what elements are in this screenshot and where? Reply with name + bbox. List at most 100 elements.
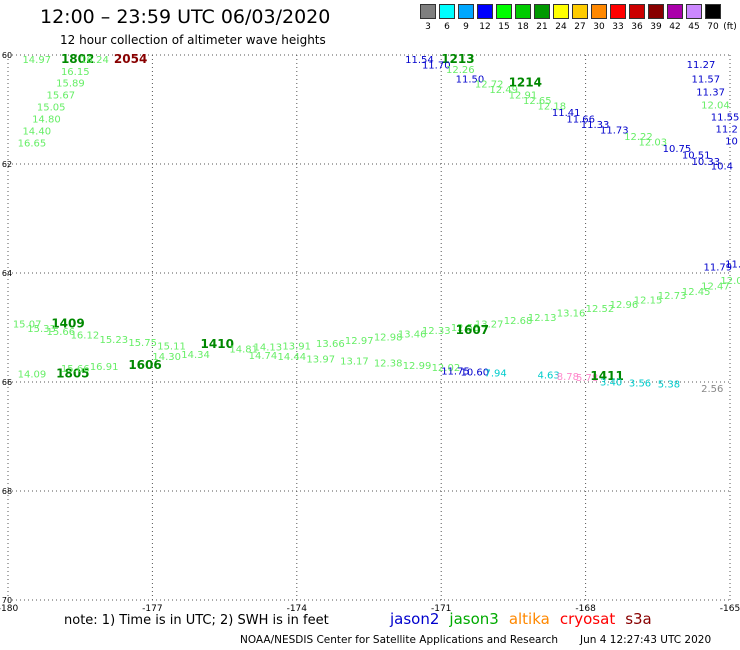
wave-label-33: 11.57 xyxy=(691,74,720,85)
wave-label-47: 15.75 xyxy=(128,338,157,349)
map-grid xyxy=(7,54,731,601)
wave-label-23: 11.66 xyxy=(566,115,595,126)
wave-label-12: 1213 xyxy=(441,52,474,66)
scale-swatch-6 xyxy=(534,4,550,19)
wave-label-77: 14.34 xyxy=(181,350,210,361)
satellite-jason3: jason3 xyxy=(449,610,499,628)
wave-label-39: 11.79 xyxy=(704,262,733,273)
wave-label-51: 14.13 xyxy=(253,342,282,353)
wave-label-90: 5.78 xyxy=(576,373,598,384)
scale-label-7: 24 xyxy=(555,22,567,32)
x-tick-label-0: -180 xyxy=(0,604,18,614)
wave-label-5: 15.89 xyxy=(56,79,85,90)
wave-label-36: 11.55 xyxy=(711,112,740,123)
wave-label-11: 11.54 xyxy=(405,55,434,66)
wave-label-95: 2.56 xyxy=(701,384,723,395)
wave-label-49: 1410 xyxy=(201,337,234,351)
scale-swatch-2 xyxy=(458,4,474,19)
wave-label-7: 15.05 xyxy=(37,103,66,114)
wave-label-87: 7.94 xyxy=(485,369,507,380)
scale-label-3: 12 xyxy=(479,22,491,32)
wave-label-79: 14.44 xyxy=(278,352,307,363)
scale-swatch-10 xyxy=(610,4,626,19)
wave-label-32: 11.27 xyxy=(687,60,716,71)
wave-label-71: 14.09 xyxy=(18,370,47,381)
wave-label-50: 14.81 xyxy=(229,345,258,356)
wave-label-48: 15.11 xyxy=(157,341,186,352)
wave-label-31: 10.4 xyxy=(711,161,733,172)
wave-label-35: 12.04 xyxy=(701,100,730,111)
wave-label-94: 5.38 xyxy=(658,379,680,390)
wave-label-85: 11.75 xyxy=(441,366,470,377)
scale-label-10: 33 xyxy=(612,22,624,32)
satellite-altika: altika xyxy=(508,610,550,628)
wave-label-42: 1409 xyxy=(51,317,84,331)
wave-label-37: 11.2 xyxy=(716,124,738,135)
scale-label-11: 36 xyxy=(631,22,643,32)
wave-label-66: 12.15 xyxy=(634,296,663,307)
scale-swatch-1 xyxy=(439,4,455,19)
y-tick-label-2: 64 xyxy=(2,269,12,278)
wave-label-78: 14.74 xyxy=(249,351,278,362)
wave-label-65: 12.96 xyxy=(610,300,639,311)
x-tick-label-2: -174 xyxy=(287,604,308,614)
wave-label-54: 12.97 xyxy=(345,336,374,347)
wave-label-82: 12.38 xyxy=(374,359,403,370)
wave-label-8: 14.80 xyxy=(32,115,61,126)
wave-label-16: 12.72 xyxy=(475,80,504,91)
scale-label-0: 3 xyxy=(425,22,431,32)
scale-swatch-7 xyxy=(553,4,569,19)
wave-label-92: 3.40 xyxy=(600,377,622,388)
wave-label-62: 12.13 xyxy=(528,313,557,324)
wave-label-17: 1214 xyxy=(509,76,542,90)
x-tick-label-4: -168 xyxy=(575,604,596,614)
wave-label-43: 15.33 xyxy=(27,324,56,335)
axis-ticks: -180 -177 -174 -171 -168 -165 60 62 64 66 68 70 xyxy=(0,51,740,614)
scale-label-8: 27 xyxy=(574,22,586,32)
wave-label-30: 10.33 xyxy=(691,157,720,168)
wave-label-6: 15.67 xyxy=(47,91,76,102)
wave-label-63: 13.16 xyxy=(557,309,586,320)
wave-label-75: 1606 xyxy=(128,358,161,372)
wave-label-45: 16.12 xyxy=(71,330,100,341)
scale-swatch-4 xyxy=(496,4,512,19)
wave-label-56: 13.46 xyxy=(398,329,427,340)
footer-note: note: 1) Time is in UTC; 2) SWH is in fe… xyxy=(64,613,329,628)
wave-label-18: 12.49 xyxy=(489,85,518,96)
wave-label-28: 10.75 xyxy=(663,144,692,155)
scale-label-15: 70 xyxy=(707,22,719,32)
wave-label-83: 12.99 xyxy=(403,361,432,372)
wave-label-41: 15.07 xyxy=(13,320,42,331)
wave-label-67: 12.73 xyxy=(658,291,687,302)
wave-label-9: 14.40 xyxy=(22,127,51,138)
x-tick-label-5: -165 xyxy=(720,604,740,614)
scale-swatch-14 xyxy=(686,4,702,19)
wave-label-1: 1802 xyxy=(61,52,94,66)
scale-label-12: 39 xyxy=(650,22,662,32)
wave-label-52: 13.91 xyxy=(282,341,311,352)
wave-label-69: 12.47 xyxy=(701,281,730,292)
wave-label-88: 4.63 xyxy=(537,371,559,382)
scale-swatch-8 xyxy=(572,4,588,19)
wave-label-84: 12.02 xyxy=(432,363,461,374)
wave-label-89: 8.78 xyxy=(557,372,579,383)
satellite-s3a: s3a xyxy=(625,610,652,628)
wave-label-3: 2054 xyxy=(114,52,147,66)
wave-label-10: 16.65 xyxy=(18,139,47,150)
wave-label-59: 13.27 xyxy=(475,320,504,331)
wave-label-24: 11.33 xyxy=(581,120,610,131)
scale-swatch-12 xyxy=(648,4,664,19)
y-tick-label-0: 60 xyxy=(2,51,12,60)
scale-label-2: 9 xyxy=(463,22,469,32)
wave-label-0: 14.97 xyxy=(22,55,51,66)
wave-label-34: 11.37 xyxy=(696,87,725,98)
y-tick-label-3: 66 xyxy=(2,378,12,387)
wave-label-57: 12.33 xyxy=(422,326,451,337)
wave-label-29: 10.51 xyxy=(682,151,711,162)
wave-label-55: 12.98 xyxy=(374,333,403,344)
scale-swatch-13 xyxy=(667,4,683,19)
wave-label-70: 12.04 xyxy=(720,276,740,287)
wave-label-64: 12.52 xyxy=(586,304,615,315)
